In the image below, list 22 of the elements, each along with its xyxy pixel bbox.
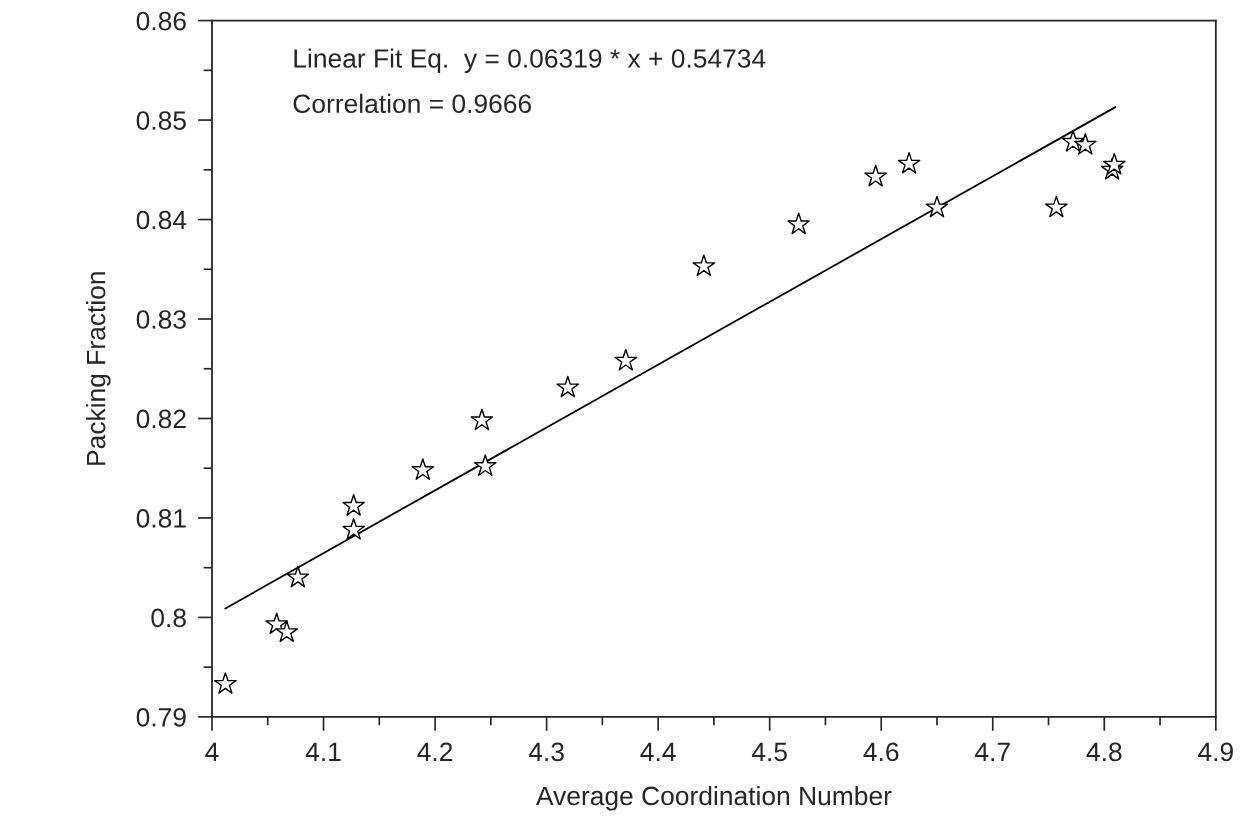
x-tick-label: 4.7 (975, 742, 1010, 761)
y-tick-label: 0.83 (136, 310, 186, 329)
x-tick-label: 4.1 (305, 742, 341, 761)
y-axis-title: Packing Fraction (86, 272, 111, 465)
y-tick-label: 0.81 (136, 509, 186, 528)
y-tick-label: 0.84 (136, 210, 187, 230)
annotation: Linear Fit Eq. y = 0.06319 * x + 0.54734 (294, 48, 766, 74)
x-tick-label: 4.5 (751, 742, 787, 762)
x-tick-label: 4.9 (1198, 742, 1233, 762)
y-tick-label: 0.85 (136, 111, 186, 130)
y-tick-label: 0.8 (151, 608, 186, 628)
x-tick-label: 4.4 (640, 742, 676, 761)
x-tick-label: 4.3 (528, 742, 564, 762)
y-tick-label: 0.79 (136, 708, 186, 727)
x-axis-title: Average Coordination Number (535, 785, 892, 811)
annotation: Correlation = 0.9666 (293, 93, 531, 114)
x-tick-label: 4.8 (1086, 742, 1122, 762)
x-tick-label: 4 (205, 742, 219, 761)
x-tick-label: 4.2 (417, 742, 453, 761)
x-tick-label: 4.6 (863, 742, 899, 762)
y-tick-label: 0.86 (136, 11, 186, 31)
y-tick-label: 0.82 (136, 409, 186, 429)
